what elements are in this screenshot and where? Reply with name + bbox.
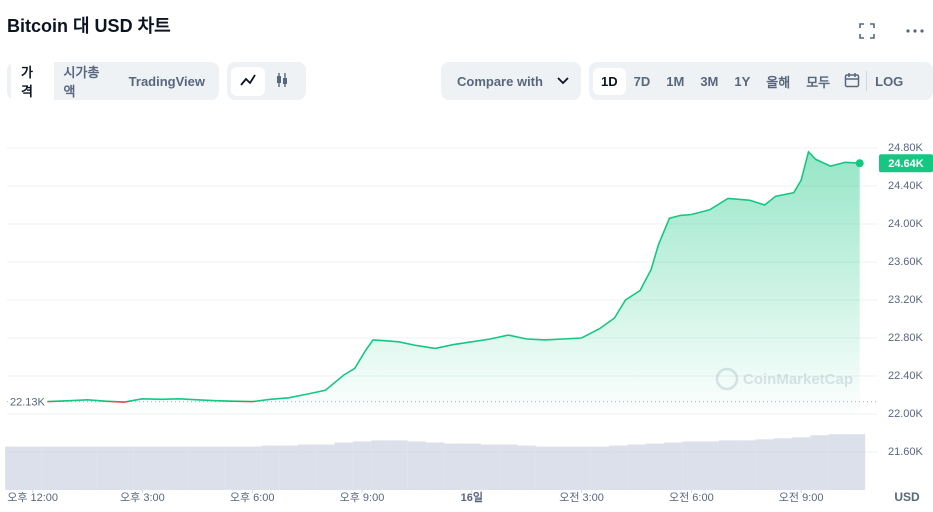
volume-bar	[41, 446, 61, 490]
volume-bar	[279, 445, 298, 490]
volume-bar	[352, 441, 372, 490]
x-tick-label: 오후 12:00	[7, 491, 58, 504]
range[interactable]: 7D	[633, 73, 651, 89]
start-label: 22.13K	[10, 397, 46, 409]
volume-bar	[755, 439, 774, 490]
volume-bar	[96, 446, 115, 490]
x-tick-label: 16일	[461, 490, 483, 504]
volume-bar	[700, 441, 719, 490]
x-tick-label: 오전 3:00	[559, 491, 604, 504]
volume-bar	[554, 446, 573, 490]
start-label-bg	[8, 394, 48, 409]
y-tick-label: 21.60K	[888, 446, 924, 458]
volume-bar	[133, 446, 152, 490]
axis-unit: USD	[894, 490, 920, 504]
volume-bar	[791, 437, 811, 490]
volume-bar	[169, 446, 189, 490]
title: Bitcoin 대 USD 차트	[7, 16, 171, 36]
y-tick-label: 24.40K	[888, 180, 924, 192]
y-tick-label: 24.80K	[888, 142, 924, 154]
x-tick-label: 오후 9:00	[340, 491, 385, 504]
volume-bar	[846, 434, 866, 490]
last-price-label: 24.64K	[888, 158, 924, 170]
tab[interactable]: TradingView	[128, 73, 205, 89]
volume-bar	[718, 440, 738, 490]
tab[interactable]: 가격	[11, 56, 54, 106]
volume-bar	[224, 446, 244, 490]
price-line	[47, 150, 860, 403]
volume-bar	[444, 443, 463, 490]
volume-bar	[78, 446, 97, 490]
volume-bar	[23, 446, 42, 490]
volume-bar	[462, 443, 481, 490]
volume-bar	[371, 440, 390, 490]
volume-bar	[389, 440, 408, 490]
volume-bar	[590, 446, 610, 490]
y-tick-label: 23.60K	[888, 256, 924, 268]
range[interactable]: 올해	[766, 74, 791, 90]
volume-bar	[663, 442, 683, 490]
volume-bar	[206, 446, 225, 490]
compare-label: Compare with	[457, 73, 543, 89]
range[interactable]: 1Y	[734, 73, 751, 89]
last-price-badge	[879, 154, 933, 173]
y-tick-label: 24.00K	[888, 218, 924, 230]
y-tick-label: 22.40K	[888, 370, 924, 382]
volume-bar	[810, 435, 829, 490]
y-tick-label: 22.80K	[888, 332, 924, 344]
volume-bar	[407, 441, 427, 490]
y-tick-label: 23.20K	[888, 294, 924, 306]
fullscreen-icon[interactable]	[858, 22, 876, 40]
volume-bar	[535, 446, 555, 490]
volume-bar	[114, 446, 134, 490]
volume-bar	[682, 441, 701, 490]
line-button[interactable]	[231, 66, 265, 96]
volume-bar	[499, 444, 518, 490]
range[interactable]: 3M	[700, 73, 719, 89]
range[interactable]: 모두	[806, 74, 831, 90]
x-tick-label: 오후 6:00	[230, 491, 275, 504]
volume-bar	[572, 446, 591, 490]
candle-button[interactable]	[265, 67, 299, 96]
volume-bar	[627, 444, 646, 490]
x-tick-label: 오전 6:00	[669, 491, 714, 504]
x-tick-label: 오후 3:00	[120, 491, 165, 504]
volume-bar	[773, 438, 792, 490]
volume-bar	[60, 446, 79, 490]
chart-type-group	[227, 62, 306, 100]
tab-group: 가격 시가총액 TradingView	[7, 56, 219, 106]
log-button[interactable]: LOG	[875, 73, 904, 89]
more-icon[interactable]	[905, 28, 925, 34]
compare-select[interactable]: Compare with	[441, 62, 581, 100]
volume-bar	[297, 444, 317, 490]
y-tick-label: 22.00K	[888, 408, 924, 420]
volume-bar	[334, 442, 353, 490]
range-group: 1D 7D 1M 3M 1Y 올해 모두 LOG	[589, 62, 933, 100]
calendar-button[interactable]	[838, 66, 866, 97]
range[interactable]: 1M	[666, 73, 685, 89]
volume-bar	[316, 444, 335, 490]
volume-bar	[737, 440, 756, 490]
volume-bar	[426, 442, 445, 490]
volume-bar	[609, 445, 628, 490]
volume-bar	[828, 434, 847, 490]
volume-bar	[261, 445, 280, 490]
volume-bar	[151, 446, 170, 490]
volume-bar	[188, 446, 207, 490]
volume-bar	[517, 445, 536, 490]
volume-bar	[645, 443, 664, 490]
volume-bar	[243, 446, 262, 490]
last-point	[855, 159, 864, 168]
price-area	[47, 151, 860, 419]
x-tick-label: 오전 9:00	[779, 491, 824, 504]
range[interactable]: 1D	[593, 67, 626, 95]
tab[interactable]: 시가총액	[63, 65, 100, 99]
volume-bar	[5, 446, 24, 490]
volume-bar	[480, 444, 500, 490]
